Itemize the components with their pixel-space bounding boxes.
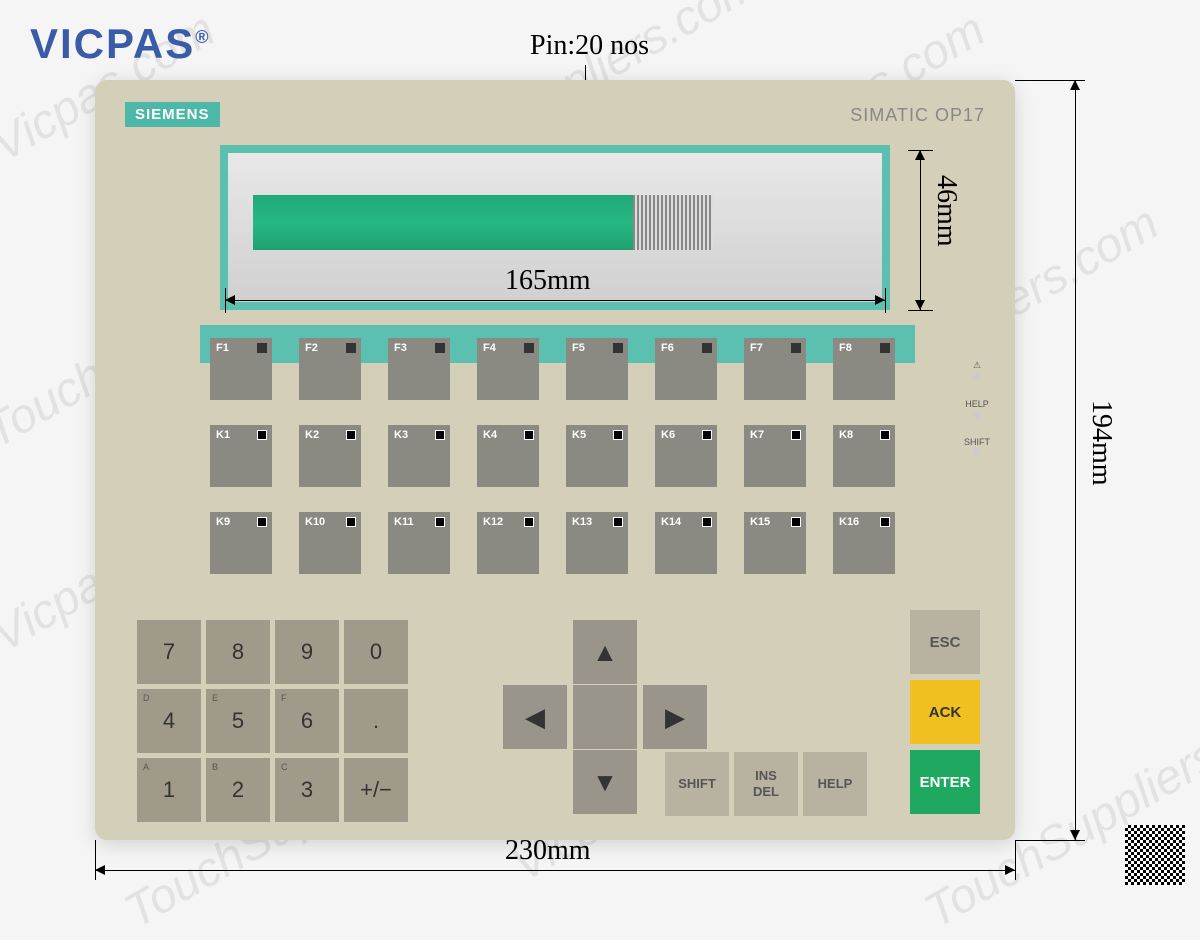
dim-line-screen-height: [920, 150, 921, 310]
key-right[interactable]: ▶: [643, 685, 707, 749]
key-k6[interactable]: K6: [655, 425, 717, 487]
key-center[interactable]: [573, 685, 637, 749]
key-ack[interactable]: ACK: [910, 680, 980, 744]
ribbon-cable: [253, 195, 633, 250]
dim-panel-height: 194mm: [1085, 400, 1117, 486]
key-k11[interactable]: K11: [388, 512, 450, 574]
dim-tick: [1015, 80, 1085, 81]
dim-tick: [1015, 840, 1016, 880]
dim-screen-width: 165mm: [505, 265, 591, 297]
key-6[interactable]: F6: [275, 689, 339, 753]
key-shift[interactable]: SHIFT: [665, 752, 729, 816]
key-k10[interactable]: K10: [299, 512, 361, 574]
key-down[interactable]: ▼: [573, 750, 637, 814]
key-k7[interactable]: K7: [744, 425, 806, 487]
numeric-keypad: 7 8 9 0 D4 E5 F6 . A1 B2 C3 +/−: [137, 620, 408, 822]
shift-indicator: SHIFT: [964, 437, 990, 457]
key-f4[interactable]: F4: [477, 338, 539, 400]
dim-tick: [908, 310, 933, 311]
model-label: SIMATIC OP17: [850, 105, 985, 126]
key-dot[interactable]: .: [344, 689, 408, 753]
key-7[interactable]: 7: [137, 620, 201, 684]
key-f6[interactable]: F6: [655, 338, 717, 400]
dim-line-panel-width: [95, 870, 1015, 871]
key-k16[interactable]: K16: [833, 512, 895, 574]
dim-tick: [225, 288, 226, 313]
key-f7[interactable]: F7: [744, 338, 806, 400]
key-f2[interactable]: F2: [299, 338, 361, 400]
k-key-row-2: K9 K10 K11 K12 K13 K14 K15 K16: [210, 512, 895, 574]
dim-tick: [95, 840, 96, 880]
dim-tick: [885, 288, 886, 313]
key-f8[interactable]: F8: [833, 338, 895, 400]
dim-line-screen-width: [225, 300, 885, 301]
key-k13[interactable]: K13: [566, 512, 628, 574]
key-k12[interactable]: K12: [477, 512, 539, 574]
key-0[interactable]: 0: [344, 620, 408, 684]
warn-indicator: ⚠: [964, 360, 990, 381]
key-k8[interactable]: K8: [833, 425, 895, 487]
control-key-row: SHIFT INS DEL HELP: [665, 752, 867, 816]
key-f5[interactable]: F5: [566, 338, 628, 400]
key-left[interactable]: ◀: [503, 685, 567, 749]
key-enter[interactable]: ENTER: [910, 750, 980, 814]
right-key-column: ESC ACK ENTER: [910, 610, 980, 814]
key-k2[interactable]: K2: [299, 425, 361, 487]
siemens-logo: SIEMENS: [125, 102, 220, 127]
key-k3[interactable]: K3: [388, 425, 450, 487]
qr-code: [1125, 825, 1185, 885]
key-k15[interactable]: K15: [744, 512, 806, 574]
key-help[interactable]: HELP: [803, 752, 867, 816]
k-key-row-1: K1 K2 K3 K4 K5 K6 K7 K8: [210, 425, 895, 487]
dim-tick: [1015, 840, 1085, 841]
key-k4[interactable]: K4: [477, 425, 539, 487]
key-k14[interactable]: K14: [655, 512, 717, 574]
key-k1[interactable]: K1: [210, 425, 272, 487]
key-esc[interactable]: ESC: [910, 610, 980, 674]
dim-screen-height: 46mm: [930, 175, 962, 247]
key-f3[interactable]: F3: [388, 338, 450, 400]
f-key-row: F1 F2 F3 F4 F5 F6 F7 F8: [210, 338, 895, 400]
brand-logo: VICPAS®: [30, 20, 211, 68]
dim-tick: [908, 150, 933, 151]
key-8[interactable]: 8: [206, 620, 270, 684]
key-1[interactable]: A1: [137, 758, 201, 822]
ribbon-wires: [633, 195, 713, 250]
dim-panel-width: 230mm: [505, 835, 591, 867]
key-9[interactable]: 9: [275, 620, 339, 684]
key-5[interactable]: E5: [206, 689, 270, 753]
key-plusminus[interactable]: +/−: [344, 758, 408, 822]
key-insdel[interactable]: INS DEL: [734, 752, 798, 816]
key-3[interactable]: C3: [275, 758, 339, 822]
key-up[interactable]: ▲: [573, 620, 637, 684]
membrane-keypad-panel: SIEMENS SIMATIC OP17 F1 F2 F3 F4 F5 F6 F…: [95, 80, 1015, 840]
key-f1[interactable]: F1: [210, 338, 272, 400]
key-4[interactable]: D4: [137, 689, 201, 753]
dim-line-panel-height: [1075, 80, 1076, 840]
pin-count-label: Pin:20 nos: [530, 30, 649, 62]
key-k5[interactable]: K5: [566, 425, 628, 487]
help-indicator: HELP: [964, 399, 990, 419]
key-k9[interactable]: K9: [210, 512, 272, 574]
key-2[interactable]: B2: [206, 758, 270, 822]
indicator-column: ⚠ HELP SHIFT: [964, 360, 990, 475]
